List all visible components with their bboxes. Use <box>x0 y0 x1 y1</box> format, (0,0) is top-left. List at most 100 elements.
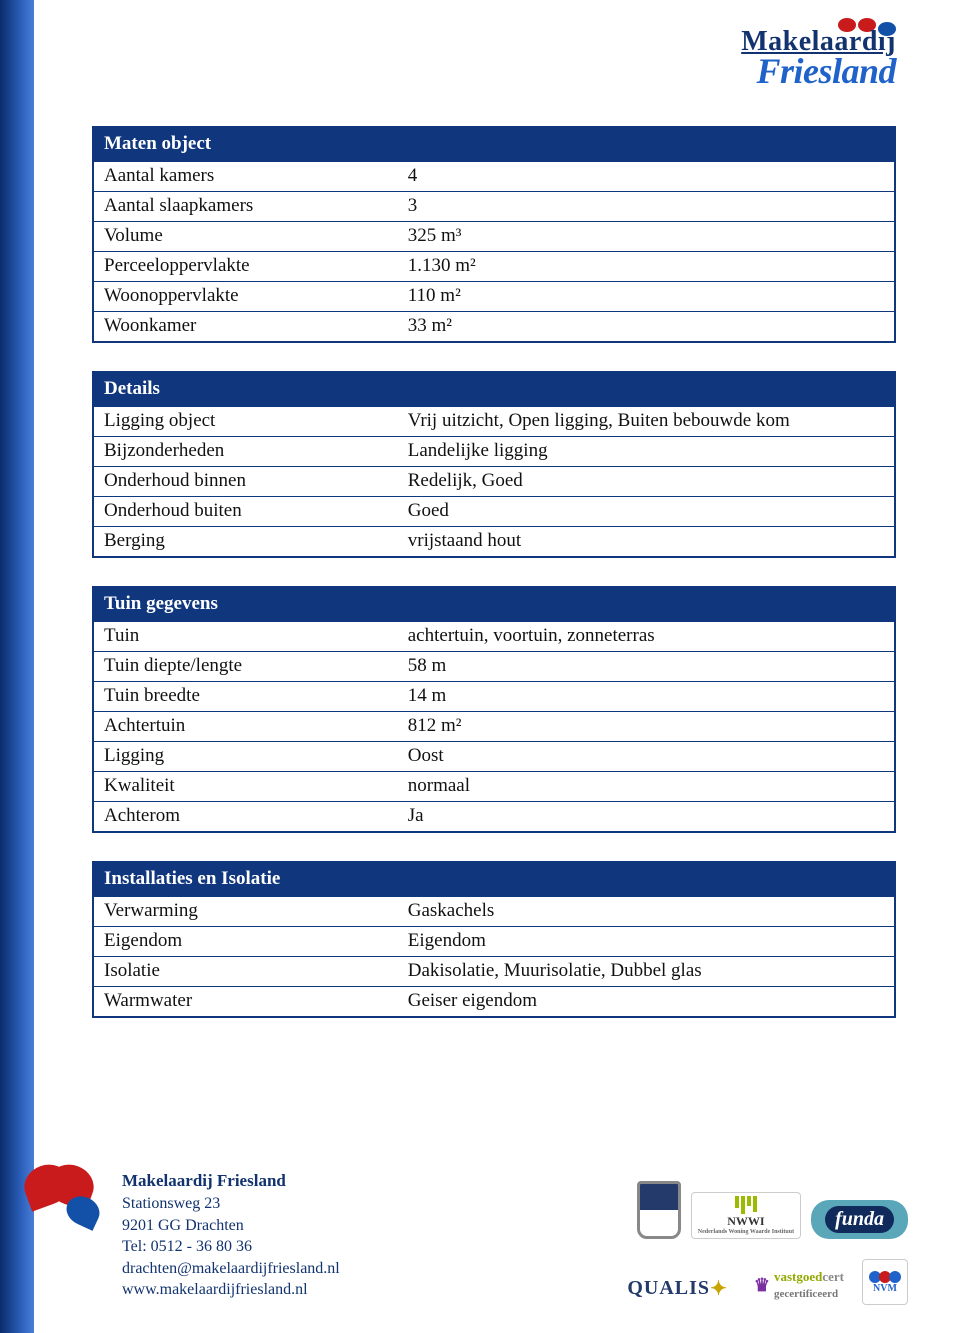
table-row: Aantal slaapkamers3 <box>93 192 895 222</box>
table-row: Onderhoud buitenGoed <box>93 497 895 527</box>
row-value: 4 <box>398 162 895 192</box>
qualis-badge: QUALIS✦ <box>619 1271 735 1305</box>
row-label: Perceeloppervlakte <box>93 252 398 282</box>
row-value: 3 <box>398 192 895 222</box>
table-row: EigendomEigendom <box>93 927 895 957</box>
row-value: 110 m² <box>398 282 895 312</box>
nvm-badge: NVM <box>862 1259 908 1305</box>
row-label: Onderhoud buiten <box>93 497 398 527</box>
row-value: Oost <box>398 742 895 772</box>
table-row: Bergingvrijstaand hout <box>93 527 895 558</box>
data-table: Maten objectAantal kamers4Aantal slaapka… <box>92 126 896 343</box>
table-row: Aantal kamers4 <box>93 162 895 192</box>
shield-badge-icon <box>637 1181 681 1239</box>
row-value: 58 m <box>398 652 895 682</box>
row-label: Onderhoud binnen <box>93 467 398 497</box>
footer-badges: NWWI Nederlands Woning Waarde Instituut … <box>438 1181 908 1305</box>
row-label: Ligging object <box>93 407 398 437</box>
nwwi-badge: NWWI Nederlands Woning Waarde Instituut <box>691 1192 801 1239</box>
data-table: DetailsLigging objectVrij uitzicht, Open… <box>92 371 896 558</box>
row-value: 325 m³ <box>398 222 895 252</box>
vastgoed-label-2: cert <box>822 1269 844 1284</box>
table-row: Kwaliteitnormaal <box>93 772 895 802</box>
row-value: vrijstaand hout <box>398 527 895 558</box>
vastgoed-label-1: vastgoed <box>774 1269 822 1284</box>
row-value: 33 m² <box>398 312 895 343</box>
table-header: Details <box>93 372 895 407</box>
vastgoedcert-badge: ♛ vastgoedcert gecertificeerd <box>746 1265 852 1305</box>
page-footer: Makelaardij Friesland Stationsweg 23 920… <box>0 1143 960 1333</box>
row-value: 812 m² <box>398 712 895 742</box>
row-label: Volume <box>93 222 398 252</box>
table-row: Tuinachtertuin, voortuin, zonneterras <box>93 622 895 652</box>
row-label: Eigendom <box>93 927 398 957</box>
table-header: Maten object <box>93 127 895 162</box>
row-label: Tuin <box>93 622 398 652</box>
row-value: Landelijke ligging <box>398 437 895 467</box>
table-header: Tuin gegevens <box>93 587 895 622</box>
row-label: Achtertuin <box>93 712 398 742</box>
row-label: Aantal slaapkamers <box>93 192 398 222</box>
row-label: Achterom <box>93 802 398 833</box>
row-label: Bijzonderheden <box>93 437 398 467</box>
logo-line2: Friesland <box>656 50 896 92</box>
footer-email: drachten@makelaardijfriesland.nl <box>122 1258 340 1280</box>
funda-badge: funda <box>811 1200 908 1239</box>
side-stripe <box>0 0 34 1333</box>
footer-company: Makelaardij Friesland <box>122 1170 340 1193</box>
row-label: Warmwater <box>93 987 398 1018</box>
row-value: Gaskachels <box>398 897 895 927</box>
table-row: Perceeloppervlakte1.130 m² <box>93 252 895 282</box>
heart-icon <box>18 1157 108 1237</box>
row-label: Aantal kamers <box>93 162 398 192</box>
row-value: Geiser eigendom <box>398 987 895 1018</box>
table-row: Woonkamer33 m² <box>93 312 895 343</box>
table-row: Ligging objectVrij uitzicht, Open liggin… <box>93 407 895 437</box>
row-label: Ligging <box>93 742 398 772</box>
row-value: Ja <box>398 802 895 833</box>
row-label: Woonkamer <box>93 312 398 343</box>
row-value: Eigendom <box>398 927 895 957</box>
row-value: Dakisolatie, Muurisolatie, Dubbel glas <box>398 957 895 987</box>
crown-icon: ♛ <box>754 1275 770 1296</box>
row-label: Kwaliteit <box>93 772 398 802</box>
row-label: Isolatie <box>93 957 398 987</box>
row-value: normaal <box>398 772 895 802</box>
table-row: Onderhoud binnenRedelijk, Goed <box>93 467 895 497</box>
table-row: Volume325 m³ <box>93 222 895 252</box>
table-row: Tuin breedte14 m <box>93 682 895 712</box>
row-label: Woonoppervlakte <box>93 282 398 312</box>
data-table: Installaties en IsolatieVerwarmingGaskac… <box>92 861 896 1018</box>
table-row: Woonoppervlakte110 m² <box>93 282 895 312</box>
data-table: Tuin gegevensTuinachtertuin, voortuin, z… <box>92 586 896 833</box>
qualis-label: QUALIS <box>627 1277 710 1300</box>
row-value: achtertuin, voortuin, zonneterras <box>398 622 895 652</box>
row-value: 14 m <box>398 682 895 712</box>
vastgoed-label-3: gecertificeerd <box>774 1288 838 1300</box>
table-row: WarmwaterGeiser eigendom <box>93 987 895 1018</box>
row-value: Vrij uitzicht, Open ligging, Buiten bebo… <box>398 407 895 437</box>
row-value: Redelijk, Goed <box>398 467 895 497</box>
footer-contact: Makelaardij Friesland Stationsweg 23 920… <box>122 1170 340 1301</box>
table-row: VerwarmingGaskachels <box>93 897 895 927</box>
footer-postal: 9201 GG Drachten <box>122 1215 340 1237</box>
row-label: Verwarming <box>93 897 398 927</box>
main-content: Maten objectAantal kamers4Aantal slaapka… <box>92 126 896 1046</box>
footer-address: Stationsweg 23 <box>122 1193 340 1215</box>
table-row: Achtertuin812 m² <box>93 712 895 742</box>
row-label: Berging <box>93 527 398 558</box>
table-header: Installaties en Isolatie <box>93 862 895 897</box>
table-row: BijzonderhedenLandelijke ligging <box>93 437 895 467</box>
footer-web: www.makelaardijfriesland.nl <box>122 1279 340 1301</box>
table-row: LiggingOost <box>93 742 895 772</box>
funda-label: funda <box>825 1206 894 1233</box>
row-label: Tuin diepte/lengte <box>93 652 398 682</box>
row-value: 1.130 m² <box>398 252 895 282</box>
table-row: Tuin diepte/lengte58 m <box>93 652 895 682</box>
footer-tel: Tel: 0512 - 36 80 36 <box>122 1236 340 1258</box>
brand-logo: Makelaardij Friesland <box>656 18 896 92</box>
nvm-label: NVM <box>873 1283 897 1294</box>
nwwi-sub: Nederlands Woning Waarde Instituut <box>698 1229 794 1235</box>
nwwi-label: NWWI <box>727 1214 764 1229</box>
row-label: Tuin breedte <box>93 682 398 712</box>
